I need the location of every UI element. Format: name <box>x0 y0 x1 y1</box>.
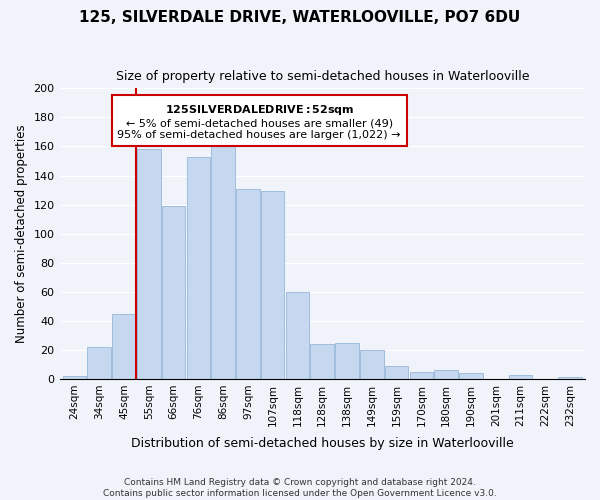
X-axis label: Distribution of semi-detached houses by size in Waterlooville: Distribution of semi-detached houses by … <box>131 437 514 450</box>
Bar <box>162 206 185 379</box>
Y-axis label: Number of semi-detached properties: Number of semi-detached properties <box>15 124 28 343</box>
Bar <box>261 192 284 379</box>
Bar <box>112 314 136 379</box>
Bar <box>459 373 483 379</box>
Text: $\bf{125 SILVERDALE DRIVE: 52sqm}$
← 5% of semi-detached houses are smaller (49): $\bf{125 SILVERDALE DRIVE: 52sqm}$ ← 5% … <box>118 103 401 140</box>
Bar <box>62 376 86 379</box>
Bar <box>509 374 532 379</box>
Bar <box>434 370 458 379</box>
Bar <box>310 344 334 379</box>
Bar <box>88 347 111 379</box>
Bar <box>410 372 433 379</box>
Bar <box>335 342 359 379</box>
Bar <box>236 188 260 379</box>
Bar <box>187 156 210 379</box>
Bar <box>137 150 161 379</box>
Title: Size of property relative to semi-detached houses in Waterlooville: Size of property relative to semi-detach… <box>116 70 529 83</box>
Bar <box>286 292 309 379</box>
Text: Contains HM Land Registry data © Crown copyright and database right 2024.
Contai: Contains HM Land Registry data © Crown c… <box>103 478 497 498</box>
Bar <box>559 378 582 379</box>
Bar <box>385 366 409 379</box>
Bar <box>360 350 383 379</box>
Text: 125, SILVERDALE DRIVE, WATERLOOVILLE, PO7 6DU: 125, SILVERDALE DRIVE, WATERLOOVILLE, PO… <box>79 10 521 25</box>
Bar <box>211 139 235 379</box>
